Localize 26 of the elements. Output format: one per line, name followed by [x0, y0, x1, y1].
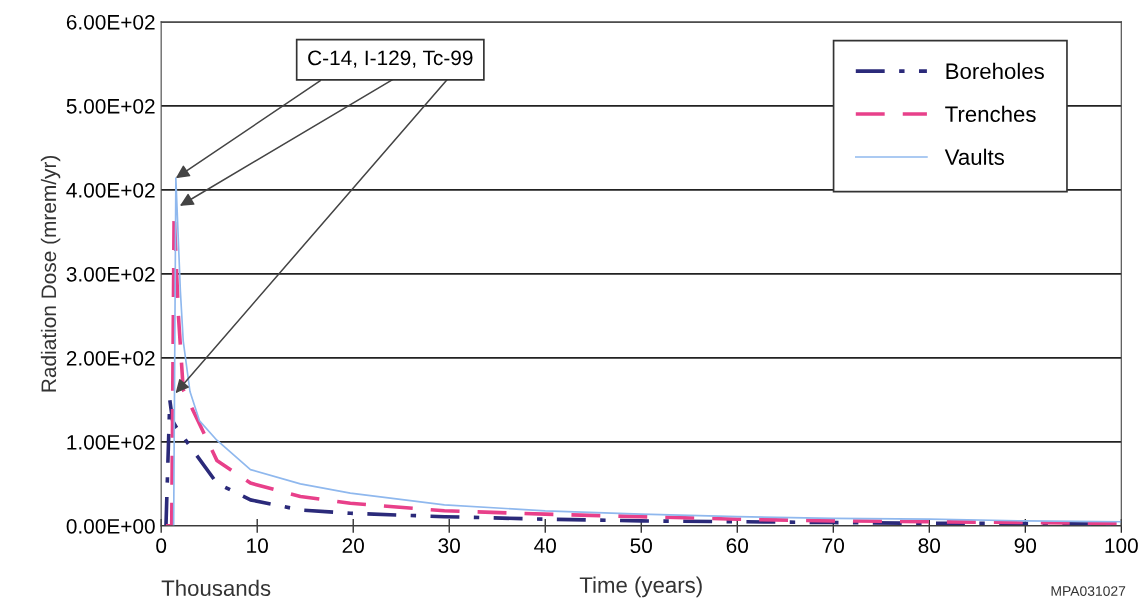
- text: MPA031027: [1051, 586, 1126, 596]
- x-tick-label: 0: [156, 538, 167, 554]
- x-axis-title: Time (years): [579, 576, 702, 598]
- y-tick-label: 3.00E+02: [66, 266, 155, 282]
- y-tick-label: 1.00E+02: [67, 434, 155, 450]
- x-tick-label: 100: [1105, 538, 1138, 554]
- legend-label: Boreholes: [946, 62, 1044, 80]
- y-tick-label: 2.00E+02: [66, 350, 155, 366]
- x-tick-label: 60: [726, 538, 749, 554]
- x-tick-label: 10: [247, 538, 268, 554]
- x-tick-label: 80: [918, 538, 941, 554]
- x-tick-label: 20: [342, 538, 364, 554]
- legend-label: Vaults: [944, 148, 1005, 165]
- y-tick-label: 6.00E+02: [66, 14, 155, 30]
- y-tick-label: 5.00E+02: [66, 98, 155, 114]
- x-tick-label: 30: [438, 538, 460, 554]
- annotation: C-14, I-129, Tc-99: [308, 50, 473, 68]
- x-tick-label: 50: [630, 538, 652, 554]
- legend-label: Trenches: [945, 105, 1036, 123]
- y-axis-title: Radiation Dose (mrem/yr): [40, 155, 61, 392]
- text: Thousands: [161, 579, 271, 597]
- x-tick-label: 90: [1014, 538, 1037, 554]
- y-tick-label: 0.00E+00: [66, 518, 155, 534]
- x-tick-label: 40: [534, 538, 556, 554]
- y-tick-label: 4.00E+02: [66, 182, 155, 198]
- x-tick-label: 70: [822, 538, 845, 554]
